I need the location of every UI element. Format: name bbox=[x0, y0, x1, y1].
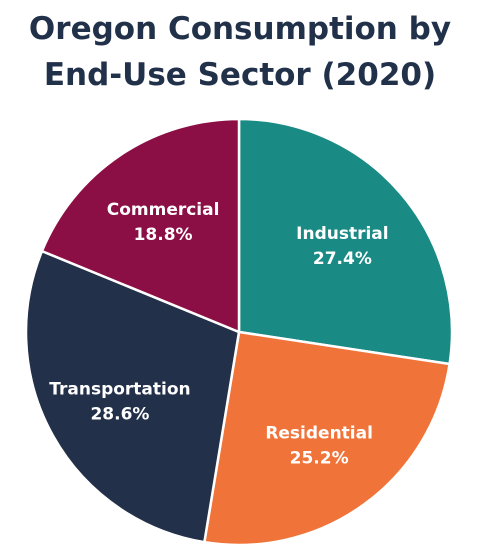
slice-value-transportation: 28.6% bbox=[90, 404, 149, 424]
slice-label-transportation: Transportation 28.6% bbox=[49, 379, 190, 424]
pie-slice-commercial bbox=[40, 117, 241, 334]
pie-slice-residential bbox=[203, 330, 451, 547]
pie-slice-transportation bbox=[24, 249, 241, 544]
slice-value-industrial: 27.4% bbox=[313, 249, 372, 269]
slice-name-industrial: Industrial bbox=[296, 224, 388, 244]
chart-title: Oregon Consumption by End-Use Sector (20… bbox=[0, 6, 480, 98]
slice-label-commercial: Commercial 18.8% bbox=[107, 200, 220, 245]
chart-title-line-2: End-Use Sector (2020) bbox=[43, 57, 437, 93]
slice-label-industrial: Industrial 27.4% bbox=[296, 224, 388, 269]
slice-name-residential: Residential bbox=[265, 423, 373, 443]
slice-value-commercial: 18.8% bbox=[134, 225, 193, 245]
slice-name-commercial: Commercial bbox=[107, 200, 220, 220]
slice-label-residential: Residential 25.2% bbox=[265, 423, 373, 468]
slice-name-transportation: Transportation bbox=[49, 379, 190, 399]
chart-title-line-1: Oregon Consumption by bbox=[28, 11, 452, 47]
pie-slice-industrial bbox=[237, 117, 454, 366]
slice-value-residential: 25.2% bbox=[290, 448, 349, 468]
